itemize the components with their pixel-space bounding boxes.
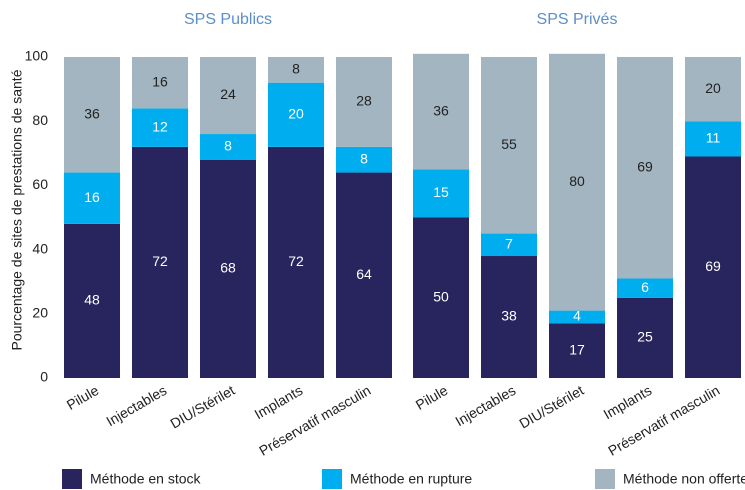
value-label: 11 — [706, 130, 721, 146]
bar-segment — [132, 57, 188, 109]
value-label: 28 — [356, 93, 372, 109]
value-label: 15 — [433, 184, 449, 200]
bar-segment — [413, 217, 469, 378]
bar-segment — [132, 146, 188, 378]
value-label: 69 — [705, 258, 721, 274]
value-label: 72 — [288, 253, 304, 269]
value-label: 7 — [505, 235, 513, 251]
bar-segment — [617, 297, 673, 378]
legend-swatch — [595, 469, 615, 489]
bar-segment — [132, 108, 188, 147]
bar-segment — [200, 134, 256, 160]
value-label: 48 — [84, 292, 100, 308]
value-label: 68 — [220, 260, 236, 276]
value-label: 16 — [152, 73, 168, 89]
value-label: 17 — [569, 341, 585, 357]
value-label: 16 — [84, 189, 100, 205]
bar-segment — [549, 53, 605, 311]
y-tick-label: 40 — [32, 240, 48, 256]
y-tick-label: 80 — [32, 112, 48, 128]
bar-segment — [336, 172, 392, 378]
bar-segment — [413, 169, 469, 218]
legend-swatch — [322, 469, 342, 489]
bar-segment — [481, 57, 537, 234]
bar-segment — [481, 256, 537, 378]
x-tick-label: Implants — [252, 382, 306, 422]
value-label: 20 — [288, 105, 304, 121]
y-tick-label: 60 — [32, 176, 48, 192]
bar-segment — [64, 57, 120, 173]
x-tick-label: DIU/Stérilet — [167, 382, 237, 432]
bar-segment — [685, 57, 741, 122]
bar-segment — [268, 146, 324, 378]
value-label: 38 — [501, 308, 517, 324]
value-label: 25 — [637, 329, 653, 345]
value-label: 8 — [224, 138, 232, 154]
bar-segment — [481, 233, 537, 257]
bar-segment — [200, 57, 256, 135]
value-label: 8 — [292, 61, 300, 77]
bar-segment — [685, 121, 741, 157]
bar-segment — [549, 323, 605, 378]
bar-segment — [268, 82, 324, 147]
legend-label: Méthode en stock — [90, 471, 202, 487]
value-label: 36 — [84, 105, 100, 121]
panel-title: SPS Publics — [184, 11, 272, 28]
value-label: 24 — [220, 86, 236, 102]
x-tick-label: Préservatif masculin — [256, 382, 373, 459]
x-tick-label: Pilule — [64, 382, 102, 413]
bar-segment — [200, 159, 256, 378]
bar-segment — [617, 57, 673, 279]
panel-title: SPS Privés — [537, 11, 618, 28]
bar-segment — [685, 156, 741, 378]
value-label: 6 — [641, 279, 649, 295]
bar-segment — [64, 223, 120, 378]
x-tick-label: Pilule — [413, 382, 451, 413]
value-label: 55 — [501, 136, 517, 152]
value-label: 64 — [356, 266, 372, 282]
x-tick-label: Injectables — [452, 382, 518, 429]
y-tick-label: 0 — [40, 369, 48, 385]
value-label: 69 — [637, 158, 653, 174]
value-label: 80 — [569, 173, 585, 189]
bar-segment — [549, 310, 605, 324]
x-tick-label: Injectables — [103, 382, 169, 429]
bar-segment — [617, 278, 673, 298]
value-label: 72 — [152, 253, 168, 269]
x-tick-label: Implants — [601, 382, 655, 422]
bar-segment — [336, 57, 392, 147]
bar-segment — [336, 146, 392, 173]
x-tick-label: DIU/Stérilet — [516, 382, 586, 432]
y-tick-label: 100 — [25, 48, 49, 64]
bar-segment — [413, 53, 469, 170]
value-label: 50 — [433, 288, 449, 304]
bar-segment — [268, 57, 324, 83]
value-label: 20 — [705, 80, 721, 96]
legend-label: Méthode non offerte — [623, 471, 745, 487]
bar-segment — [64, 172, 120, 224]
legend-label: Méthode en rupture — [350, 471, 472, 487]
x-tick-label: Préservatif masculin — [605, 382, 722, 459]
legend-swatch — [62, 469, 82, 489]
value-label: 4 — [573, 308, 581, 324]
value-label: 36 — [433, 102, 449, 118]
value-label: 12 — [152, 118, 168, 134]
y-tick-label: 20 — [32, 305, 48, 321]
y-axis-label: Pourcentage de sites de prestations de s… — [9, 69, 25, 350]
value-label: 8 — [360, 150, 368, 166]
